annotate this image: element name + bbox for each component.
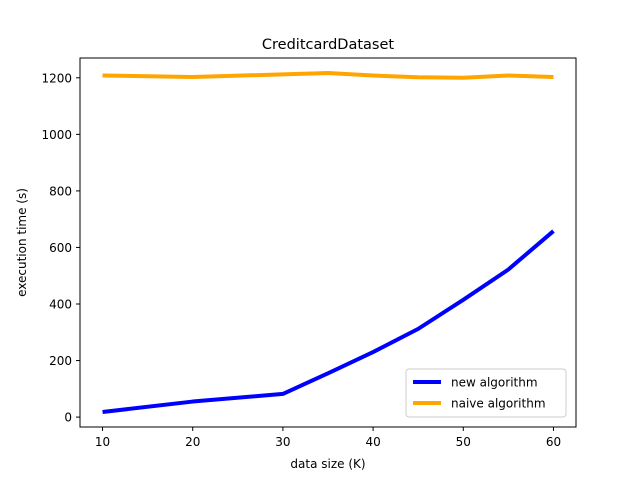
legend-label-new-algorithm: new algorithm — [451, 376, 538, 390]
y-axis: 0 200 400 600 800 1000 1200 — [41, 71, 80, 425]
plot-area-frame — [79, 57, 577, 428]
legend-box — [405, 368, 567, 418]
y-tick-label: 1000 — [41, 128, 72, 142]
y-axis-label: execution time (s) — [15, 188, 29, 297]
legend-label-naive-algorithm: naive algorithm — [451, 397, 546, 411]
x-tick-label: 20 — [185, 435, 200, 449]
x-tick-label: 10 — [95, 435, 110, 449]
series-layer — [102, 70, 555, 414]
x-tick-label: 30 — [275, 435, 290, 449]
y-tick-label: 1200 — [41, 71, 72, 85]
y-tick-label: 400 — [49, 298, 72, 312]
x-axis-label: data size (K) — [290, 457, 365, 471]
y-tick-label: 600 — [49, 241, 72, 255]
chart-title: CreditcardDataset — [262, 37, 394, 53]
x-tick-label: 50 — [456, 435, 471, 449]
y-tick-label: 200 — [49, 354, 72, 368]
x-tick-label: 40 — [365, 435, 380, 449]
y-tick-label: 800 — [49, 184, 72, 198]
x-tick-label: 60 — [546, 435, 561, 449]
x-axis: 10 20 30 40 50 60 — [95, 427, 561, 449]
series-line-naive-algorithm — [102, 70, 554, 80]
legend: new algorithm naive algorithm — [405, 368, 567, 418]
series-line-new-algorithm — [102, 229, 555, 414]
y-tick-label: 0 — [64, 411, 72, 425]
